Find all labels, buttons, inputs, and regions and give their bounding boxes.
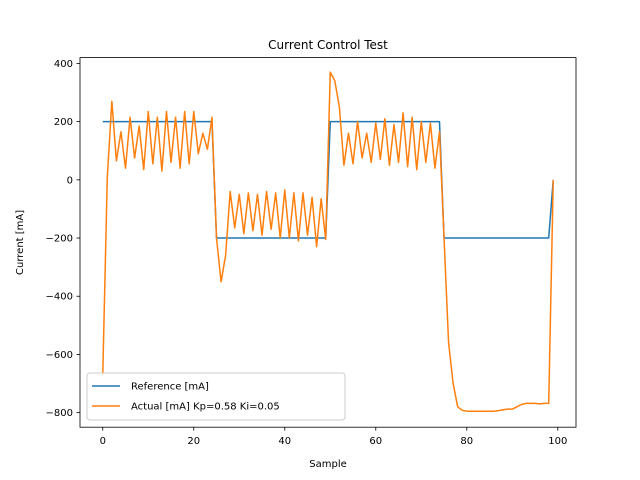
legend: Reference [mA] Actual [mA] Kp=0.58 Ki=0.0… <box>86 372 346 421</box>
chart-title: Current Control Test <box>268 38 388 52</box>
x-axis: 0 20 40 60 80 100 <box>100 427 567 447</box>
legend-label: Actual [mA] Kp=0.58 Ki=0.05 <box>131 402 280 413</box>
x-tick-label: 40 <box>278 436 291 447</box>
y-tick-label: 200 <box>54 117 73 128</box>
x-axis-label: Sample <box>309 459 347 470</box>
legend-label: Reference [mA] <box>131 382 209 393</box>
y-tick-label: 0 <box>67 175 73 186</box>
series-line-actual <box>102 71 554 412</box>
plot-area <box>79 57 577 428</box>
x-tick-label: 0 <box>100 436 106 447</box>
plot-frame <box>79 57 577 428</box>
y-axis: −800 −600 −400 −200 0 200 400 <box>46 59 80 419</box>
x-tick-label: 60 <box>369 436 382 447</box>
x-tick-label: 20 <box>187 436 200 447</box>
y-tick-label: −800 <box>46 408 73 419</box>
y-axis-label: Current [mA] <box>15 210 26 275</box>
legend-box <box>86 372 346 421</box>
y-tick-label: −400 <box>46 292 73 303</box>
y-tick-label: −600 <box>46 350 73 361</box>
y-tick-label: 400 <box>54 59 73 70</box>
x-tick-label: 100 <box>548 436 567 447</box>
y-tick-label: −200 <box>46 234 73 245</box>
x-tick-label: 80 <box>460 436 473 447</box>
